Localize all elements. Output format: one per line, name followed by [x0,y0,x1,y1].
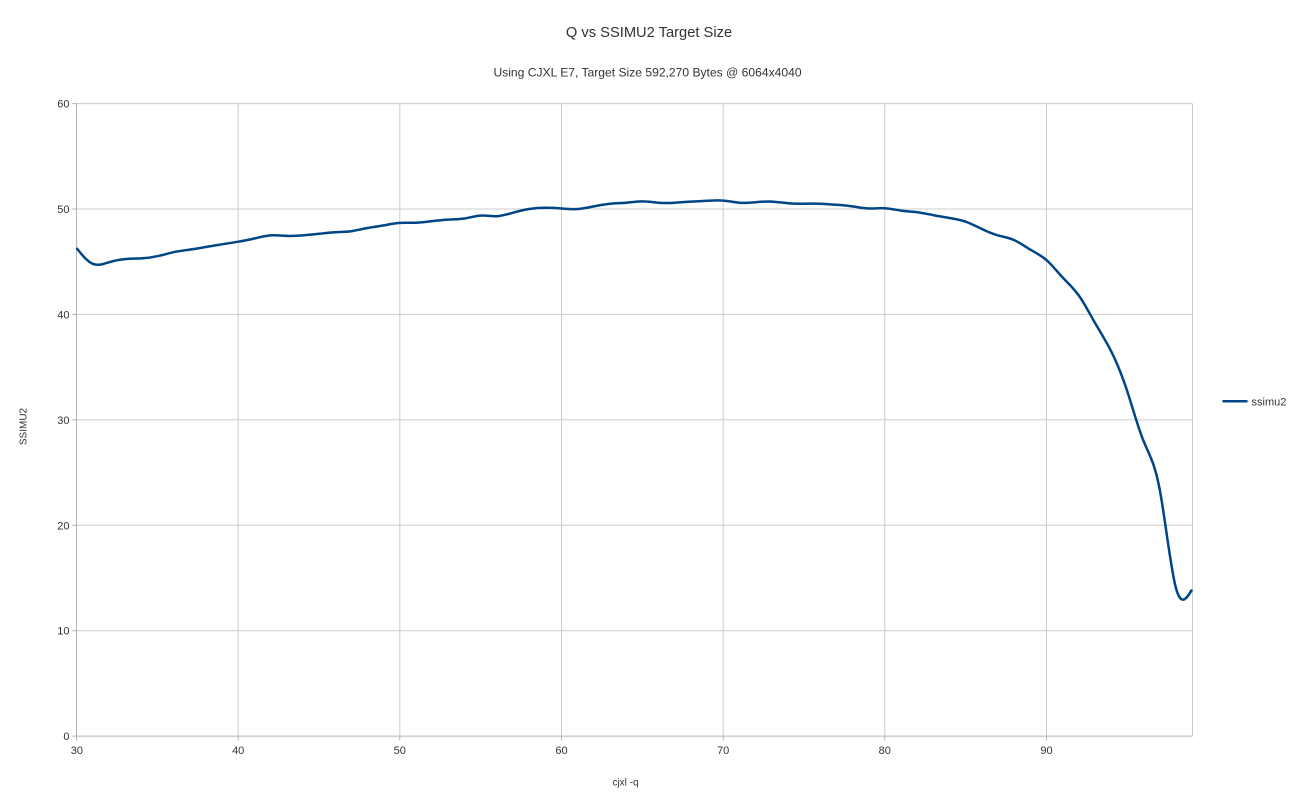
svg-text:50: 50 [57,204,69,216]
svg-text:50: 50 [394,745,406,757]
svg-text:60: 60 [555,745,567,757]
svg-text:20: 20 [57,520,69,532]
svg-text:Using CJXL E7, Target Size 592: Using CJXL E7, Target Size 592,270 Bytes… [493,65,801,79]
svg-text:70: 70 [717,745,729,757]
svg-text:60: 60 [57,99,69,111]
svg-text:90: 90 [1040,745,1052,757]
svg-text:40: 40 [232,745,244,757]
svg-text:cjxl -q: cjxl -q [612,778,638,789]
svg-text:30: 30 [71,745,83,757]
svg-text:SSIMU2: SSIMU2 [19,407,30,445]
svg-text:ssimu2: ssimu2 [1252,396,1287,408]
svg-text:10: 10 [57,626,69,638]
svg-text:80: 80 [879,745,891,757]
svg-text:0: 0 [63,731,69,743]
svg-text:30: 30 [57,415,69,427]
svg-text:Q vs SSIMU2 Target Size: Q vs SSIMU2 Target Size [566,25,732,41]
svg-text:40: 40 [57,309,69,321]
